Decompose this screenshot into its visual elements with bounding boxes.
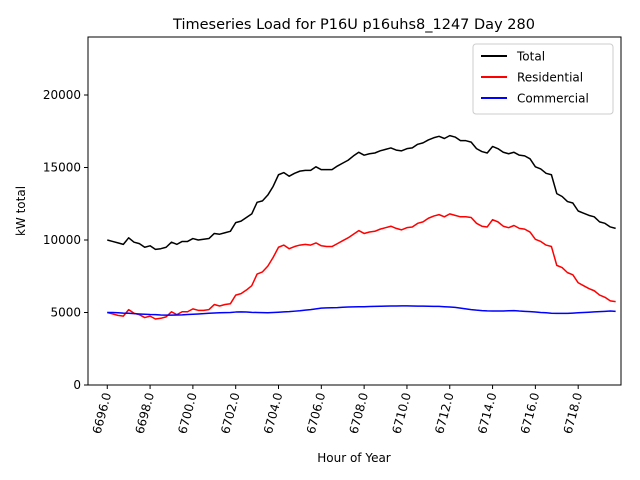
- x-axis: 6696.0 6698.0 6700.0 6702.0 6704.0 6706.0 6708…: [90, 385, 585, 435]
- plot-frame: [87, 36, 622, 386]
- legend-label-commercial: Commercial: [517, 92, 589, 106]
- x-tick-label: 6710.0: [389, 391, 413, 435]
- series-line-total: [107, 134, 616, 251]
- x-tick-label: 6716.0: [518, 391, 542, 435]
- legend-label-total: Total: [516, 50, 545, 64]
- y-axis-label: kW total: [14, 186, 28, 236]
- legend: Total Residential Commercial: [472, 43, 614, 115]
- series-line-residential: [107, 213, 616, 320]
- x-tick-label: 6704.0: [261, 391, 285, 435]
- x-tick-label: 6696.0: [90, 391, 114, 435]
- y-tick-label: 0: [73, 378, 81, 392]
- x-tick-label: 6712.0: [432, 391, 456, 435]
- x-tick-label: 6706.0: [304, 391, 328, 435]
- y-axis: 0 5000 10000 15000 20000: [43, 88, 88, 392]
- x-tick-label: 6698.0: [133, 391, 157, 435]
- legend-box: [472, 43, 614, 115]
- x-axis-label: Hour of Year: [317, 451, 391, 465]
- y-tick-label: 20000: [43, 88, 81, 102]
- chart-title: Timeseries Load for P16U p16uhs8_1247 Da…: [172, 17, 535, 33]
- x-tick-label: 6702.0: [218, 391, 242, 435]
- x-tick-label: 6700.0: [175, 391, 199, 435]
- x-tick-label: 6714.0: [475, 391, 499, 435]
- series-line-commercial: [107, 305, 616, 316]
- y-tick-label: 5000: [50, 306, 81, 320]
- x-tick-label: 6708.0: [347, 391, 371, 435]
- y-tick-label: 10000: [43, 233, 81, 247]
- series-layer: [107, 134, 616, 320]
- y-tick-label: 15000: [43, 161, 81, 175]
- legend-label-residential: Residential: [517, 71, 583, 85]
- x-tick-label: 6718.0: [561, 391, 585, 435]
